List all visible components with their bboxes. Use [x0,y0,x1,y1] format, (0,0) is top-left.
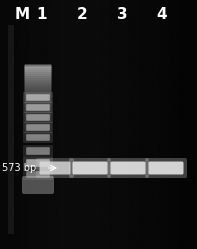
FancyBboxPatch shape [24,103,51,107]
FancyBboxPatch shape [26,171,50,178]
FancyBboxPatch shape [24,66,51,70]
Text: 4: 4 [157,6,167,21]
FancyBboxPatch shape [145,158,187,178]
FancyBboxPatch shape [24,97,51,101]
FancyBboxPatch shape [24,84,51,88]
FancyBboxPatch shape [22,176,54,194]
FancyBboxPatch shape [24,111,51,115]
Text: M: M [14,6,30,21]
FancyBboxPatch shape [23,122,53,133]
FancyBboxPatch shape [24,82,51,86]
FancyBboxPatch shape [24,99,51,103]
FancyBboxPatch shape [26,124,50,131]
FancyBboxPatch shape [23,145,53,157]
Text: 573 bp: 573 bp [2,163,36,173]
FancyBboxPatch shape [26,104,50,111]
FancyBboxPatch shape [69,158,111,178]
FancyBboxPatch shape [26,147,50,155]
FancyBboxPatch shape [24,68,51,72]
FancyBboxPatch shape [23,112,53,123]
FancyBboxPatch shape [26,114,50,121]
Bar [8,25,14,234]
FancyBboxPatch shape [24,78,51,82]
FancyBboxPatch shape [24,109,51,113]
FancyBboxPatch shape [24,117,51,121]
FancyBboxPatch shape [24,88,51,92]
FancyBboxPatch shape [24,72,51,76]
FancyBboxPatch shape [40,162,71,175]
FancyBboxPatch shape [72,162,108,175]
FancyBboxPatch shape [149,162,183,175]
Text: 3: 3 [117,6,127,21]
FancyBboxPatch shape [23,102,53,113]
FancyBboxPatch shape [24,95,51,99]
FancyBboxPatch shape [111,162,146,175]
FancyBboxPatch shape [24,86,51,90]
FancyBboxPatch shape [23,132,53,143]
FancyBboxPatch shape [107,158,149,178]
Text: 2: 2 [77,6,87,21]
FancyBboxPatch shape [36,158,74,178]
FancyBboxPatch shape [24,121,51,124]
Text: 1: 1 [37,6,47,21]
FancyBboxPatch shape [24,74,51,78]
FancyBboxPatch shape [24,70,51,74]
FancyBboxPatch shape [24,101,51,105]
FancyBboxPatch shape [24,105,51,109]
FancyBboxPatch shape [24,64,51,68]
FancyBboxPatch shape [24,119,51,123]
FancyBboxPatch shape [24,80,51,84]
FancyBboxPatch shape [26,94,50,101]
FancyBboxPatch shape [24,115,51,119]
FancyBboxPatch shape [24,113,51,117]
FancyBboxPatch shape [23,157,53,169]
FancyBboxPatch shape [24,92,51,97]
FancyBboxPatch shape [24,76,51,80]
FancyBboxPatch shape [23,169,53,180]
FancyBboxPatch shape [26,134,50,141]
FancyBboxPatch shape [26,159,50,167]
FancyBboxPatch shape [24,107,51,111]
FancyBboxPatch shape [23,92,53,103]
FancyBboxPatch shape [24,90,51,95]
